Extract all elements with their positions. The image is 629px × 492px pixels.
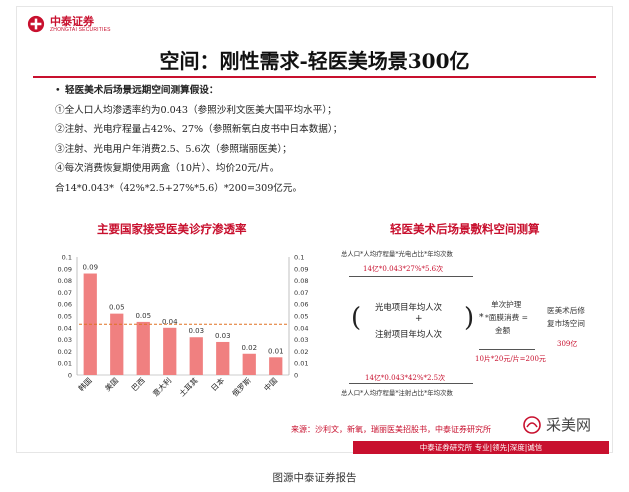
- assumption-total: 合14*0.043*（42%*2.5+27%*5.6）*200=309亿元。: [55, 182, 303, 194]
- photoelectric-visits: 光电项目年均人次: [375, 302, 442, 312]
- bar-data-label: 0.05: [135, 312, 151, 320]
- bar: [110, 313, 124, 375]
- y-tick-label-left: 0.09: [58, 265, 72, 273]
- bar: [216, 341, 230, 375]
- y-tick-label-left: 0.02: [58, 348, 72, 356]
- top-value: 14亿*0.043*27%*5.6次: [363, 265, 444, 273]
- result-label-2: 复市场空间: [547, 319, 585, 328]
- y-tick-label-left: 0.05: [58, 313, 72, 321]
- x-tick-label: 土耳其: [177, 375, 200, 398]
- bar-data-label: 0.05: [109, 304, 125, 312]
- plus-sign: +: [415, 314, 423, 324]
- price-calc: 10片*20元/片=200元: [475, 355, 546, 363]
- bottom-value: 14亿*0.043*42%*2.5次: [365, 374, 446, 382]
- y-tick-label-right: 0.01: [294, 360, 308, 368]
- bullet-icon: •: [55, 85, 61, 96]
- amount-label: 金额: [495, 326, 511, 335]
- top-formula: 总人口*人均疗程量*光电占比*年均次数: [341, 250, 453, 258]
- y-tick-label-left: 0.06: [58, 301, 72, 309]
- y-tick-label-left: 0: [68, 372, 72, 380]
- bar: [189, 337, 203, 375]
- zhongtai-logo-icon: [27, 15, 45, 33]
- y-tick-label-left: 0.1: [62, 254, 72, 262]
- y-tick-label-right: 0.07: [294, 289, 308, 297]
- result-label-1: 医美术后修: [547, 306, 585, 315]
- result-value: 309亿: [557, 340, 578, 348]
- penetration-bar-chart: 0 0 0.01 0.01 0.02 0.02 0.03 0.03 0.04 0.04 0.05 0.…: [58, 254, 309, 399]
- y-tick-label-right: 0.08: [294, 277, 308, 285]
- y-tick-label-left: 0.08: [58, 277, 72, 285]
- mask-cost-label: *面膜消费 =: [485, 313, 528, 322]
- x-tick-label: 巴西: [130, 376, 147, 393]
- x-tick-label: 中国: [261, 375, 279, 393]
- chart-title: 主要国家接受医美诊疗渗透率: [97, 222, 247, 236]
- bar: [163, 327, 177, 375]
- right-paren: ): [464, 303, 475, 333]
- y-tick-label-right: 0.06: [294, 301, 308, 309]
- x-tick-label: 意大利: [150, 375, 173, 398]
- footer-bar: 中泰证券研究所 专业|领先|深度|诚信: [353, 441, 609, 454]
- assumption-item: ①全人口人均渗透率约为0.043（参照沙利文医美大国平均水平）；: [55, 104, 337, 116]
- bar: [242, 353, 256, 375]
- assumptions-heading: 轻医美术后场景远期空间测算假设：: [65, 85, 219, 96]
- y-tick-label-right: 0.09: [294, 265, 308, 273]
- y-tick-label-right: 0.04: [294, 324, 308, 332]
- assumption-item: ③注射、光电用户年消费2.5、5.6次（参照瑞丽医美）；: [55, 143, 292, 155]
- watermark: 采美网: [522, 414, 591, 435]
- x-tick-label: 韩国: [76, 375, 94, 393]
- left-paren: (: [351, 303, 362, 333]
- y-tick-label-right: 0.05: [294, 313, 308, 321]
- single-care-label: 单次护理: [491, 300, 522, 309]
- watermark-text: 采美网: [546, 416, 592, 434]
- injection-visits: 注射项目年均人次: [375, 329, 442, 339]
- bar-data-label: 0.02: [241, 344, 257, 352]
- bar-data-label: 0.03: [215, 332, 231, 340]
- bottom-formula: 总人口*人均疗程量*注射占比*年均次数: [341, 389, 453, 397]
- y-tick-label-left: 0.03: [58, 336, 72, 344]
- image-caption: 图源中泰证券报告: [272, 472, 357, 484]
- bar-data-label: 0.03: [188, 327, 204, 335]
- price-divider: [479, 349, 535, 350]
- market-space-diagram: 总人口*人均疗程量*光电占比*年均次数 14亿*0.043*27%*5.6次 (…: [335, 243, 603, 403]
- watermark-logo-icon: [523, 415, 541, 434]
- logo-name-en: ZHONGTAI SECURITIES: [50, 26, 111, 33]
- y-tick-label-left: 0.01: [58, 360, 72, 368]
- top-divider: [349, 276, 473, 277]
- bottom-divider: [349, 383, 473, 384]
- bar-data-label: 0.09: [82, 264, 98, 272]
- y-tick-label-right: 0.02: [294, 348, 308, 356]
- bar-data-label: 0.04: [162, 318, 178, 326]
- assumption-item: ④每次消费恢复期使用两盒（10片）、均价20元/片。: [55, 163, 280, 175]
- title-divider: [33, 76, 596, 78]
- logo-name-cn: 中泰证券: [50, 14, 94, 28]
- diagram-title: 轻医美术后场景敷料空间测算: [390, 222, 540, 236]
- y-tick-label-right: 0: [294, 372, 298, 380]
- assumption-item: ②注射、光电疗程量占42%、27%（参照新氧白皮书中日本数据）；: [55, 124, 343, 136]
- y-tick-label-right: 0.1: [294, 254, 304, 262]
- times-sign: *: [479, 313, 484, 323]
- x-tick-label: 俄罗斯: [230, 375, 253, 398]
- bar: [136, 321, 150, 375]
- y-tick-label-left: 0.04: [58, 324, 72, 332]
- source-note: 来源：沙利文，新氧，瑞丽医美招股书，中泰证券研究所: [291, 425, 491, 434]
- x-tick-label: 美国: [102, 375, 120, 393]
- slide-title: 空间：刚性需求-轻医美场景300亿: [159, 49, 470, 73]
- report-slide: 中泰证券 ZHONGTAI SECURITIES 空间：刚性需求-轻医美场景30…: [16, 6, 613, 454]
- assumptions-block: • 轻医美术后场景远期空间测算假设： ①全人口人均渗透率约为0.043（参照沙利文…: [55, 81, 585, 199]
- y-tick-label-left: 0.07: [58, 289, 72, 297]
- x-tick-label: 日本: [208, 375, 226, 393]
- y-tick-label-right: 0.03: [294, 336, 308, 344]
- bar-data-label: 0.01: [268, 347, 284, 355]
- bar: [269, 357, 283, 375]
- logo: 中泰证券 ZHONGTAI SECURITIES: [27, 15, 111, 33]
